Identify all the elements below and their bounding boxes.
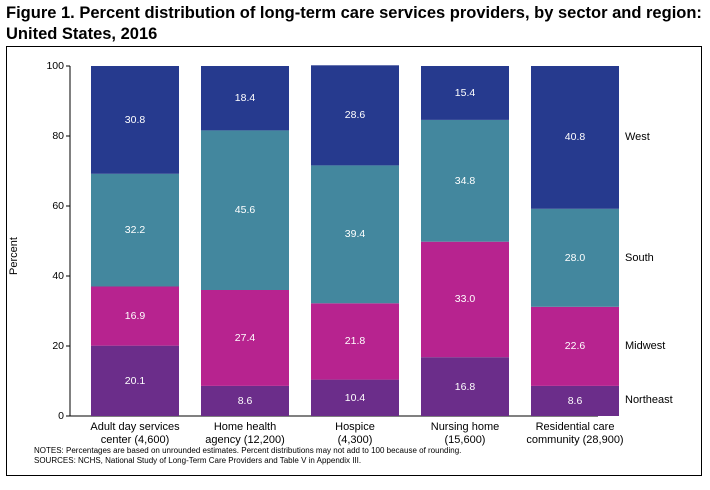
bar-segment-northeast bbox=[201, 385, 289, 416]
bar-segment-west bbox=[531, 66, 619, 209]
category-label-line: community (28,900) bbox=[526, 434, 624, 446]
chart-panel bbox=[6, 46, 702, 476]
bar-segment-northeast bbox=[421, 357, 509, 416]
bar-segment-northeast bbox=[91, 345, 179, 416]
category-label-line: Home health bbox=[213, 421, 277, 433]
bar-segment-west bbox=[91, 66, 179, 174]
bar-segment-south bbox=[421, 119, 509, 242]
data-label: 30.8 bbox=[124, 113, 146, 126]
data-label: 10.4 bbox=[344, 391, 366, 404]
data-label: 15.4 bbox=[454, 86, 476, 99]
legend-south: South bbox=[625, 251, 654, 264]
chart-notes: NOTES: Percentages are based on unrounde… bbox=[34, 446, 461, 466]
bar-segment-midwest bbox=[91, 286, 179, 346]
category-label-line: Nursing home bbox=[430, 421, 500, 433]
category-label-line: Residential care bbox=[535, 421, 615, 433]
data-label: 16.9 bbox=[124, 310, 146, 323]
category-label-line: (15,600) bbox=[444, 434, 486, 446]
bar-segment-midwest bbox=[311, 303, 399, 380]
data-label: 21.8 bbox=[344, 335, 366, 348]
data-label: 16.8 bbox=[454, 380, 476, 393]
legend-west: West bbox=[625, 131, 650, 144]
bar-segment-south bbox=[311, 165, 399, 304]
y-tick-label: 80 bbox=[52, 130, 64, 142]
bar-segment-west bbox=[421, 66, 509, 120]
category-label-line: center (4,600) bbox=[100, 434, 170, 446]
category-label: Nursing home (15,600) bbox=[405, 421, 525, 447]
category-label: Residential care community (28,900) bbox=[515, 421, 635, 447]
data-label: 20.1 bbox=[124, 374, 146, 387]
data-label: 8.6 bbox=[237, 394, 253, 407]
data-label: 8.6 bbox=[567, 394, 583, 407]
data-label: 28.0 bbox=[564, 251, 586, 264]
category-label: Adult day services center (4,600) bbox=[75, 421, 195, 447]
data-label: 28.6 bbox=[344, 109, 366, 122]
data-label: 33.0 bbox=[454, 293, 476, 306]
notes-line: NOTES: Percentages are based on unrounde… bbox=[34, 446, 462, 455]
data-label: 32.2 bbox=[124, 224, 146, 237]
category-label-line: agency (12,200) bbox=[205, 434, 285, 446]
bar-segment-midwest bbox=[201, 290, 289, 386]
y-tick-label: 20 bbox=[52, 340, 64, 352]
bar-segment-midwest bbox=[421, 241, 509, 358]
category-label: Hospice (4,300) bbox=[295, 421, 415, 447]
y-tick-label: 60 bbox=[52, 200, 64, 212]
data-label: 18.4 bbox=[234, 92, 256, 105]
data-label: 45.6 bbox=[234, 204, 256, 217]
data-label: 34.8 bbox=[454, 174, 476, 187]
bar-segment-west bbox=[201, 66, 289, 131]
data-label: 27.4 bbox=[234, 331, 256, 344]
category-label-line: Hospice bbox=[335, 421, 375, 433]
legend-northeast: Northeast bbox=[625, 394, 673, 406]
y-tick-label: 100 bbox=[46, 60, 64, 72]
y-axis-title: Percent bbox=[8, 237, 20, 275]
category-label-line: Adult day services bbox=[90, 421, 180, 433]
data-label: 39.4 bbox=[344, 228, 366, 241]
legend-midwest: Midwest bbox=[625, 340, 666, 353]
y-tick-label: 0 bbox=[58, 410, 64, 422]
bar-segment-northeast bbox=[531, 385, 619, 416]
y-tick-label: 40 bbox=[52, 270, 64, 282]
bar-segment-south bbox=[201, 130, 289, 290]
bar-segment-northeast bbox=[311, 379, 399, 416]
bar-segment-midwest bbox=[531, 306, 619, 386]
category-label: Home health agency (12,200) bbox=[185, 421, 305, 447]
bar-segment-west bbox=[311, 65, 399, 166]
bar-segment-south bbox=[91, 173, 179, 287]
data-label: 40.8 bbox=[564, 131, 586, 144]
bar-segment-south bbox=[531, 208, 619, 307]
chart-title: Figure 1. Percent distribution of long-t… bbox=[6, 4, 702, 43]
category-label-line: (4,300) bbox=[337, 434, 373, 446]
sources-line: SOURCES: NCHS, National Study of Long-Te… bbox=[34, 456, 362, 465]
data-label: 22.6 bbox=[564, 340, 586, 353]
